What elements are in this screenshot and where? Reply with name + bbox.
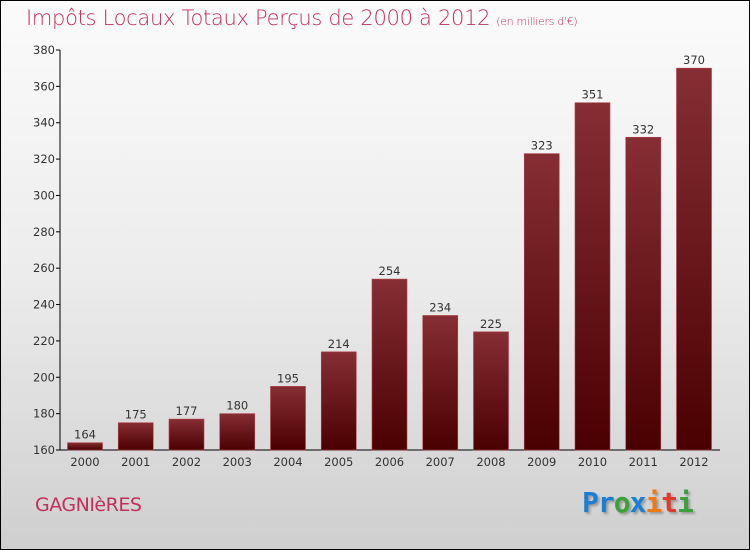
x-tick-label: 2010 xyxy=(578,455,607,469)
bar-2001 xyxy=(117,422,154,451)
chart-title: Impôts Locaux Totaux Perçus de 2000 à 20… xyxy=(26,6,578,30)
x-tick-label: 2006 xyxy=(375,455,404,469)
x-tick-label: 2000 xyxy=(70,455,99,469)
bar-2011 xyxy=(625,136,662,451)
x-tick-label: 2002 xyxy=(172,455,201,469)
data-label: 175 xyxy=(125,408,147,422)
x-tick-label: 2003 xyxy=(223,455,252,469)
y-tick-label: 160 xyxy=(33,443,55,457)
logo-letter: P xyxy=(582,486,599,519)
data-label: 370 xyxy=(683,53,705,67)
x-tick-label: 2009 xyxy=(527,455,556,469)
data-label: 214 xyxy=(328,337,350,351)
y-tick-label: 380 xyxy=(33,43,55,57)
y-tick-label: 180 xyxy=(33,407,55,421)
bar-2000 xyxy=(67,442,103,451)
x-tick-label: 2007 xyxy=(426,455,455,469)
data-label: 234 xyxy=(429,300,451,314)
logo-letter: i xyxy=(677,486,694,519)
y-tick-label: 220 xyxy=(33,334,55,348)
x-tick-label: 2005 xyxy=(324,455,353,469)
bar-2007 xyxy=(422,315,459,451)
x-tick-label: 2012 xyxy=(679,455,708,469)
data-label: 332 xyxy=(632,122,654,136)
data-label: 225 xyxy=(480,317,502,331)
data-label: 195 xyxy=(277,371,299,385)
city-name: GAGNIèRES xyxy=(35,494,142,516)
data-label: 180 xyxy=(226,399,248,413)
bar-2008 xyxy=(473,331,509,451)
x-tick-label: 2001 xyxy=(121,455,150,469)
x-tick-label: 2011 xyxy=(629,455,658,469)
y-tick-label: 340 xyxy=(33,116,55,130)
y-tick-label: 280 xyxy=(33,225,55,239)
logo-letter: t xyxy=(661,486,678,519)
proxiti-logo[interactable]: Proxiti xyxy=(582,486,694,519)
data-label: 323 xyxy=(531,139,553,153)
y-tick-label: 300 xyxy=(33,188,55,202)
bar-2012 xyxy=(676,67,712,451)
x-tick-label: 2008 xyxy=(476,455,505,469)
logo-letter: o xyxy=(613,486,631,519)
logo-letter: i xyxy=(645,486,662,519)
y-tick-label: 200 xyxy=(33,370,55,384)
data-label: 164 xyxy=(74,428,96,442)
y-tick-label: 240 xyxy=(33,298,55,312)
logo-letter: x xyxy=(629,486,647,519)
y-tick-label: 360 xyxy=(33,79,55,93)
data-label: 254 xyxy=(379,264,401,278)
bar-2010 xyxy=(574,102,611,451)
x-tick-label: 2004 xyxy=(273,455,302,469)
bar-2003 xyxy=(219,413,256,451)
y-tick-label: 320 xyxy=(33,152,55,166)
bar-2009 xyxy=(523,153,560,451)
data-label: 351 xyxy=(582,88,604,102)
y-tick-label: 260 xyxy=(33,261,55,275)
bar-2005 xyxy=(320,351,357,451)
data-label: 177 xyxy=(176,404,198,418)
bar-2002 xyxy=(168,418,205,451)
bar-2004 xyxy=(270,386,306,451)
logo-letter: r xyxy=(597,486,615,519)
bar-2006 xyxy=(371,278,408,451)
title-text: Impôts Locaux Totaux Perçus de 2000 à 20… xyxy=(26,6,491,30)
subtitle-text: (en milliers d'€) xyxy=(496,15,578,28)
